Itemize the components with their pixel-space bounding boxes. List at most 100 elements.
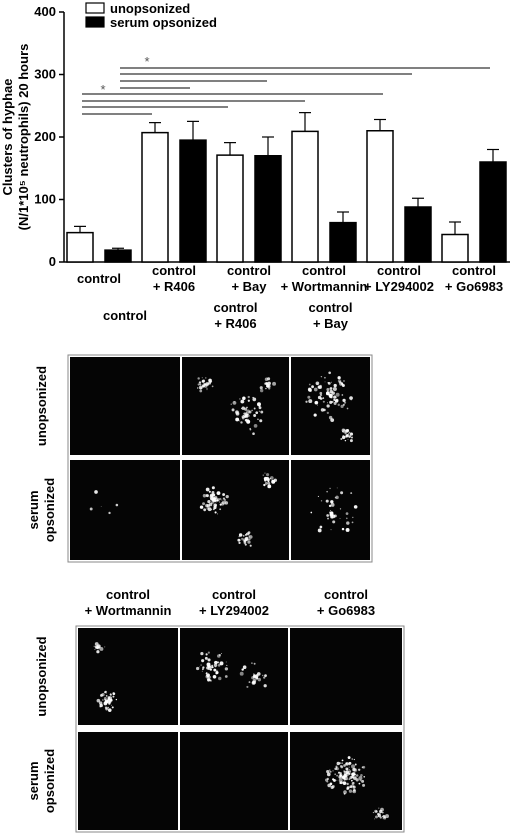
speckle	[339, 508, 342, 510]
speckle	[353, 768, 358, 772]
speckle	[253, 662, 256, 665]
speckle	[346, 521, 350, 525]
speckle	[241, 416, 245, 420]
speckle	[260, 410, 264, 414]
speckle	[201, 659, 205, 663]
speckle	[107, 708, 112, 712]
speckle	[200, 387, 203, 389]
micrograph	[70, 357, 180, 455]
speckle	[335, 767, 339, 771]
speckle	[328, 393, 330, 395]
speckle	[105, 707, 108, 711]
speckle	[202, 385, 205, 388]
speckle	[115, 503, 119, 507]
speckle	[112, 695, 115, 698]
speckle	[346, 779, 348, 781]
speckle	[343, 435, 345, 437]
x-tick-label: control + Wortmannin	[281, 263, 368, 294]
speckle	[224, 675, 228, 678]
speckle	[252, 397, 257, 402]
speckle	[268, 387, 271, 390]
legend-label: serum opsonized	[110, 15, 217, 30]
speckle	[345, 762, 349, 766]
annotation: *	[100, 82, 105, 97]
speckle	[241, 668, 244, 671]
speckle	[385, 814, 389, 819]
speckle	[334, 497, 336, 499]
speckle	[352, 791, 354, 793]
speckle	[264, 382, 267, 385]
speckle	[330, 529, 332, 531]
bar	[254, 155, 282, 263]
speckle	[213, 505, 217, 510]
speckle	[330, 500, 334, 504]
speckle	[214, 660, 218, 665]
speckle	[102, 699, 104, 701]
bar	[141, 131, 169, 263]
legend-label: unopsonized	[110, 1, 190, 16]
micrograph	[182, 460, 289, 560]
speckle	[244, 418, 248, 422]
speckle	[326, 772, 331, 777]
speckle	[96, 650, 100, 654]
speckle	[374, 809, 378, 813]
speckle	[313, 413, 317, 417]
speckle	[213, 668, 217, 672]
speckle	[104, 646, 106, 648]
bar	[479, 161, 507, 263]
speckle	[103, 701, 108, 706]
speckle	[252, 432, 255, 436]
speckle	[197, 377, 200, 380]
speckle	[251, 681, 256, 685]
speckle	[319, 391, 323, 395]
speckle	[345, 517, 348, 520]
speckle	[320, 375, 323, 378]
speckle	[100, 505, 102, 507]
speckle	[199, 389, 203, 393]
speckle	[337, 773, 339, 775]
speckle	[347, 438, 349, 440]
speckle	[242, 534, 245, 537]
scale-bar	[382, 545, 392, 550]
speckle	[255, 411, 259, 415]
speckle	[379, 813, 381, 815]
speckle	[252, 396, 254, 399]
speckle	[246, 413, 249, 416]
speckle	[264, 472, 266, 474]
speckle	[225, 661, 227, 663]
speckle	[221, 499, 223, 501]
speckle	[214, 511, 217, 514]
row-label: serumopsonized	[26, 749, 57, 813]
speckle	[209, 679, 212, 681]
speckle	[248, 536, 250, 538]
speckle	[328, 504, 332, 508]
row-label: serumopsonized	[26, 478, 57, 542]
speckle	[343, 380, 345, 382]
speckle	[251, 409, 253, 412]
speckle	[107, 706, 109, 709]
speckle	[264, 674, 267, 677]
speckle	[255, 675, 259, 679]
speckle	[89, 507, 93, 511]
y-tick-label: 300	[34, 67, 56, 82]
speckle	[349, 396, 353, 400]
speckle	[327, 517, 329, 520]
micrograph	[291, 357, 370, 455]
speckle	[329, 513, 334, 517]
speckle	[222, 497, 226, 500]
speckle	[211, 491, 215, 494]
speckle	[326, 404, 330, 408]
speckle	[339, 764, 342, 768]
speckle	[197, 383, 200, 386]
speckle	[329, 387, 333, 390]
speckle	[344, 439, 347, 442]
speckle	[258, 410, 261, 412]
speckle	[211, 666, 214, 669]
speckle	[99, 647, 104, 651]
speckle	[319, 525, 323, 529]
speckle	[378, 807, 380, 809]
speckle	[345, 772, 347, 774]
speckle	[209, 493, 214, 498]
speckle	[237, 538, 241, 542]
